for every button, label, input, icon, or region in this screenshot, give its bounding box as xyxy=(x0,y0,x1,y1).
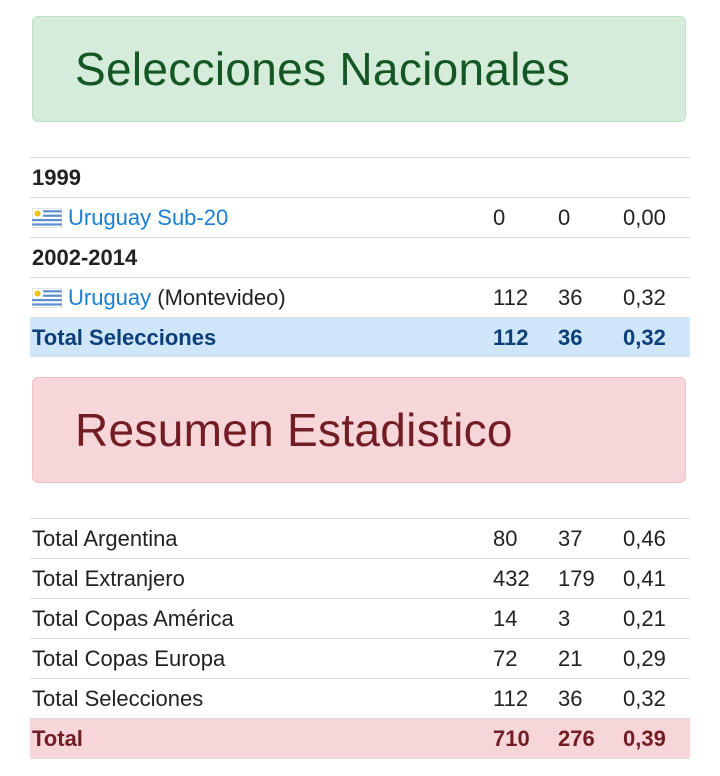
value-c: 0,32 xyxy=(623,686,666,711)
resumen-estadistico-banner: Resumen Estadistico xyxy=(32,377,686,483)
resumen-table: Total Argentina 80 37 0,46 Total Extranj… xyxy=(30,518,690,759)
grand-total-row: Total 710 276 0,39 xyxy=(30,718,690,759)
row-label: Total Copas América xyxy=(32,606,234,631)
value-a: 72 xyxy=(493,646,518,671)
year-row: 2002-2014 xyxy=(30,237,690,277)
selecciones-table: 1999 Uruguay Sub-20 0 0 0,00 2002-2014 xyxy=(30,157,690,357)
value-b: 36 xyxy=(558,686,583,711)
total-selecciones-row: Total Selecciones 112 36 0,32 xyxy=(30,317,690,357)
row-label: Total Selecciones xyxy=(32,686,204,711)
resumen-estadistico-title: Resumen Estadistico xyxy=(75,404,513,456)
value-c: 0,41 xyxy=(623,566,666,591)
value-c: 0,32 xyxy=(623,285,666,310)
value-c: 0,21 xyxy=(623,606,666,631)
table-row: Total Selecciones 112 36 0,32 xyxy=(30,678,690,718)
value-b: 179 xyxy=(558,566,595,591)
value-b: 36 xyxy=(558,285,583,310)
row-label: Total Extranjero xyxy=(32,566,185,591)
total-value-b: 36 xyxy=(558,325,583,350)
total-value-b: 276 xyxy=(558,726,595,751)
value-b: 3 xyxy=(558,606,571,631)
value-a: 0 xyxy=(493,205,506,230)
value-c: 0,29 xyxy=(623,646,666,671)
team-note: (Montevideo) xyxy=(157,285,286,310)
team-cell: Uruguay (Montevideo) xyxy=(32,278,286,317)
total-value-a: 710 xyxy=(493,726,530,751)
table-row: Total Copas Europa 72 21 0,29 xyxy=(30,638,690,678)
value-b: 37 xyxy=(558,526,583,551)
team-link[interactable]: Uruguay Sub-20 xyxy=(68,205,229,230)
table-row: Uruguay (Montevideo) 112 36 0,32 xyxy=(30,277,690,317)
total-value-c: 0,32 xyxy=(623,325,666,350)
value-c: 0,00 xyxy=(623,205,666,230)
row-label: Total Argentina xyxy=(32,526,178,551)
value-b: 21 xyxy=(558,646,583,671)
value-b: 0 xyxy=(558,205,571,230)
uruguay-flag-icon xyxy=(32,207,62,228)
total-label: Total Selecciones xyxy=(32,325,217,350)
year-row: 1999 xyxy=(30,157,690,197)
total-value-c: 0,39 xyxy=(623,726,666,751)
year-label: 1999 xyxy=(32,165,81,190)
value-c: 0,46 xyxy=(623,526,666,551)
team-cell: Uruguay Sub-20 xyxy=(32,198,228,237)
selecciones-nacionales-title: Selecciones Nacionales xyxy=(75,43,570,95)
table-row: Total Copas América 14 3 0,21 xyxy=(30,598,690,638)
table-row: Total Argentina 80 37 0,46 xyxy=(30,518,690,558)
uruguay-flag-icon xyxy=(32,287,62,308)
table-row: Total Extranjero 432 179 0,41 xyxy=(30,558,690,598)
table-row: Uruguay Sub-20 0 0 0,00 xyxy=(30,197,690,237)
row-label: Total Copas Europa xyxy=(32,646,226,671)
selecciones-nacionales-banner: Selecciones Nacionales xyxy=(32,16,686,122)
total-label: Total xyxy=(32,726,83,751)
value-a: 432 xyxy=(493,566,530,591)
team-link[interactable]: Uruguay xyxy=(68,285,152,310)
value-a: 14 xyxy=(493,606,518,631)
total-value-a: 112 xyxy=(493,325,529,350)
value-a: 112 xyxy=(493,285,529,310)
year-label: 2002-2014 xyxy=(32,245,138,270)
value-a: 80 xyxy=(493,526,518,551)
value-a: 112 xyxy=(493,686,529,711)
